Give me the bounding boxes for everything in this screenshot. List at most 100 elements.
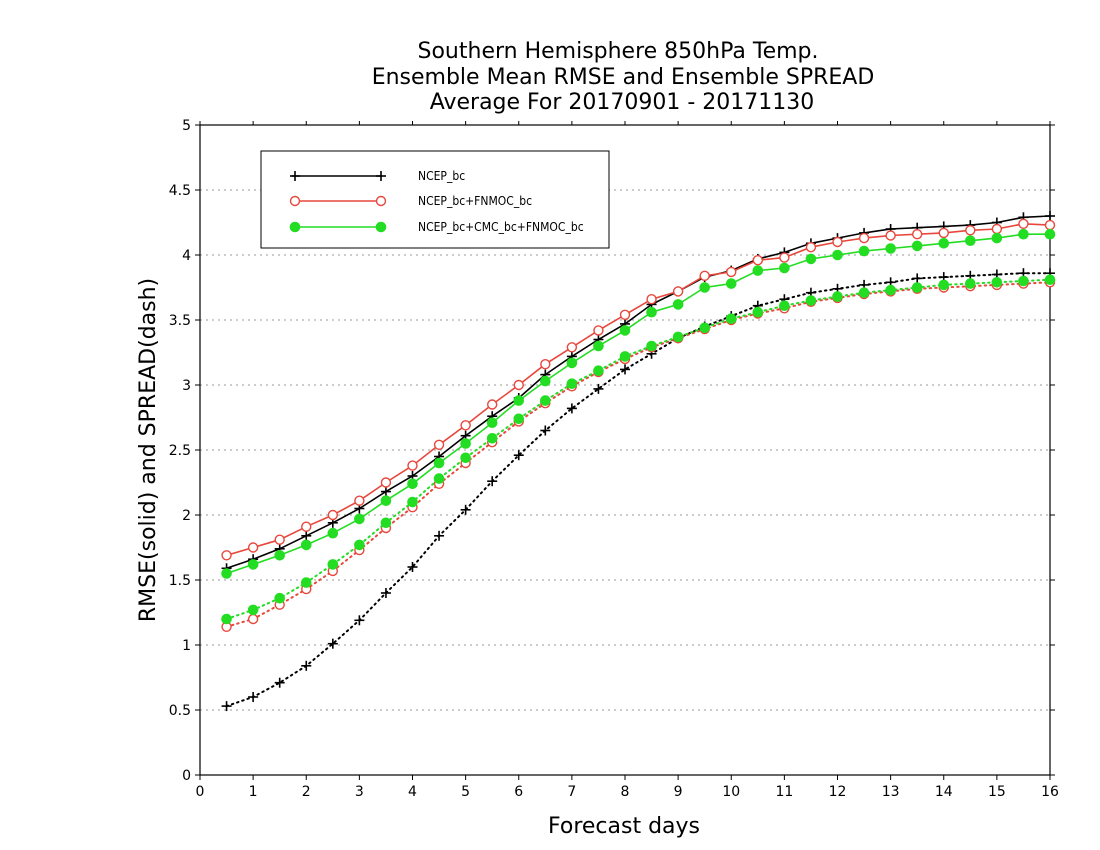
series-2-rmse-point-8 bbox=[433, 457, 445, 469]
series-1-rmse-point-0 bbox=[221, 550, 232, 561]
series-layer bbox=[221, 211, 1056, 712]
series-2-rmse-point-30 bbox=[1018, 228, 1029, 240]
series-1-rmse-point-24 bbox=[858, 232, 870, 244]
series-2-rmse-point-15 bbox=[619, 325, 631, 336]
y-tick-label-8: 4 bbox=[182, 248, 191, 264]
series-0-spread-point-0 bbox=[221, 701, 232, 712]
series-1-rmse-point-29 bbox=[991, 223, 1003, 235]
series-0-spread-point-7 bbox=[407, 562, 418, 572]
series-2-spread-point-24 bbox=[858, 287, 870, 299]
series-1-rmse-point-16 bbox=[646, 294, 657, 305]
series-2-spread-point-11 bbox=[513, 413, 525, 425]
series-0-rmse-point-6 bbox=[380, 486, 391, 497]
series-2-spread-point-26 bbox=[911, 282, 923, 293]
series-1-spread-line bbox=[225, 281, 1051, 628]
series-2-rmse-point-26 bbox=[911, 240, 923, 252]
series-1-rmse-point-22 bbox=[805, 241, 817, 253]
x-tick-label-6: 6 bbox=[514, 784, 523, 800]
axis-ticks: 0 1 2 3 4 5 6 7 8 9 10 11 12 13 14 15 1600.511.522.533.5… bbox=[169, 118, 1059, 800]
legend-marker-right-0 bbox=[376, 171, 386, 181]
series-2-rmse-point-14 bbox=[593, 340, 604, 352]
series-1-rmse-point-17 bbox=[672, 286, 684, 297]
series-1 bbox=[221, 218, 1056, 632]
series-1-rmse-point-6 bbox=[380, 477, 392, 488]
x-tick-label-7: 7 bbox=[567, 784, 576, 800]
series-0-spread-point-10 bbox=[487, 476, 498, 487]
x-tick-label-3: 3 bbox=[355, 784, 364, 800]
series-1-rmse-point-14 bbox=[593, 325, 604, 336]
series-2-spread-point-3 bbox=[300, 577, 312, 588]
series-2-spread-point-9 bbox=[460, 452, 471, 464]
series-2-spread-point-21 bbox=[779, 300, 790, 312]
series-2-spread-point-1 bbox=[247, 604, 259, 616]
series-1-rmse-point-12 bbox=[540, 359, 551, 370]
series-2-spread-point-17 bbox=[672, 331, 684, 343]
series-2-rmse-point-11 bbox=[513, 395, 525, 406]
series-1-rmse-point-18 bbox=[699, 270, 710, 281]
series-0-spread-point-13 bbox=[566, 403, 577, 414]
series-0-spread-point-15 bbox=[620, 364, 630, 375]
series-2-rmse-point-29 bbox=[991, 232, 1003, 244]
x-tick-label-15: 15 bbox=[988, 784, 1006, 800]
series-2-spread-point-29 bbox=[991, 277, 1003, 288]
y-axis-label: RMSE(solid) and SPREAD(dash) bbox=[136, 278, 161, 622]
series-1-spread-point-1 bbox=[247, 613, 259, 625]
legend-marker-left-1 bbox=[289, 195, 301, 207]
series-2-spread-point-16 bbox=[646, 340, 657, 352]
series-1-rmse-point-4 bbox=[327, 509, 339, 521]
series-1-rmse-point-20 bbox=[752, 255, 764, 266]
series-2-rmse-point-21 bbox=[779, 262, 790, 274]
series-2-spread-point-22 bbox=[805, 295, 817, 306]
series-2-spread-point-7 bbox=[407, 496, 418, 508]
series-2-spread-point-19 bbox=[725, 313, 737, 325]
series-1-rmse-point-19 bbox=[726, 266, 737, 278]
x-axis-label: Forecast days bbox=[548, 814, 700, 839]
gridlines bbox=[200, 189, 1050, 711]
series-1-rmse-line bbox=[226, 222, 1051, 557]
series-2-rmse-point-2 bbox=[274, 550, 285, 561]
series-1-rmse-point-7 bbox=[407, 460, 418, 471]
series-1-rmse-point-25 bbox=[885, 230, 896, 241]
series-2-spread-point-0 bbox=[221, 613, 232, 625]
series-1-rmse-point-5 bbox=[354, 495, 365, 506]
series-2 bbox=[221, 228, 1056, 625]
x-tick-label-16: 16 bbox=[1041, 784, 1059, 800]
series-0-spread-point-14 bbox=[593, 383, 604, 394]
series-2-rmse-point-12 bbox=[540, 375, 551, 387]
series-2-spread-point-28 bbox=[965, 278, 976, 289]
series-1-rmse-point-28 bbox=[965, 225, 976, 236]
series-2-spread-point-25 bbox=[885, 284, 896, 296]
series-2-rmse-point-18 bbox=[699, 282, 710, 293]
series-2-spread-point-15 bbox=[619, 351, 631, 362]
series-0-spread-point-8 bbox=[434, 530, 445, 541]
series-1-rmse-point-15 bbox=[619, 309, 631, 320]
title-line-1: Southern Hemisphere 850hPa Temp. bbox=[418, 39, 819, 64]
series-1-rmse-point-3 bbox=[301, 521, 312, 532]
series-0-spread-point-2 bbox=[274, 677, 285, 688]
series-2-rmse-point-4 bbox=[327, 527, 339, 539]
series-0-spread-point-26 bbox=[912, 273, 923, 284]
x-tick-label-0: 0 bbox=[196, 784, 205, 800]
series-2-rmse-point-22 bbox=[805, 253, 817, 265]
x-tick-label-9: 9 bbox=[674, 784, 683, 800]
title-line-2: Ensemble Mean RMSE and Ensemble SPREAD bbox=[372, 65, 875, 90]
series-2-spread-point-27 bbox=[938, 279, 950, 291]
series-2-rmse-point-23 bbox=[832, 249, 843, 261]
legend-marker-right-1 bbox=[375, 195, 387, 207]
series-1-rmse-point-1 bbox=[247, 542, 259, 553]
legend-box bbox=[260, 150, 610, 249]
chart-title: Southern Hemisphere 850hPa Temp. Ensembl… bbox=[372, 39, 875, 115]
x-tick-label-2: 2 bbox=[302, 784, 311, 800]
series-2-rmse-point-19 bbox=[725, 278, 737, 289]
series-2-spread-point-31 bbox=[1044, 274, 1056, 286]
series-2-spread-point-30 bbox=[1018, 275, 1029, 287]
y-tick-label-2: 1 bbox=[182, 638, 191, 654]
series-0-spread-point-12 bbox=[540, 425, 551, 436]
series-2-rmse-point-1 bbox=[247, 559, 259, 570]
series-2-rmse-point-27 bbox=[938, 238, 950, 249]
series-2-spread-point-13 bbox=[566, 378, 578, 390]
y-tick-label-1: 0.5 bbox=[169, 703, 191, 719]
series-2-rmse-point-3 bbox=[300, 539, 312, 551]
series-2-rmse-point-25 bbox=[885, 243, 896, 254]
series-1-rmse-point-31 bbox=[1044, 219, 1056, 231]
